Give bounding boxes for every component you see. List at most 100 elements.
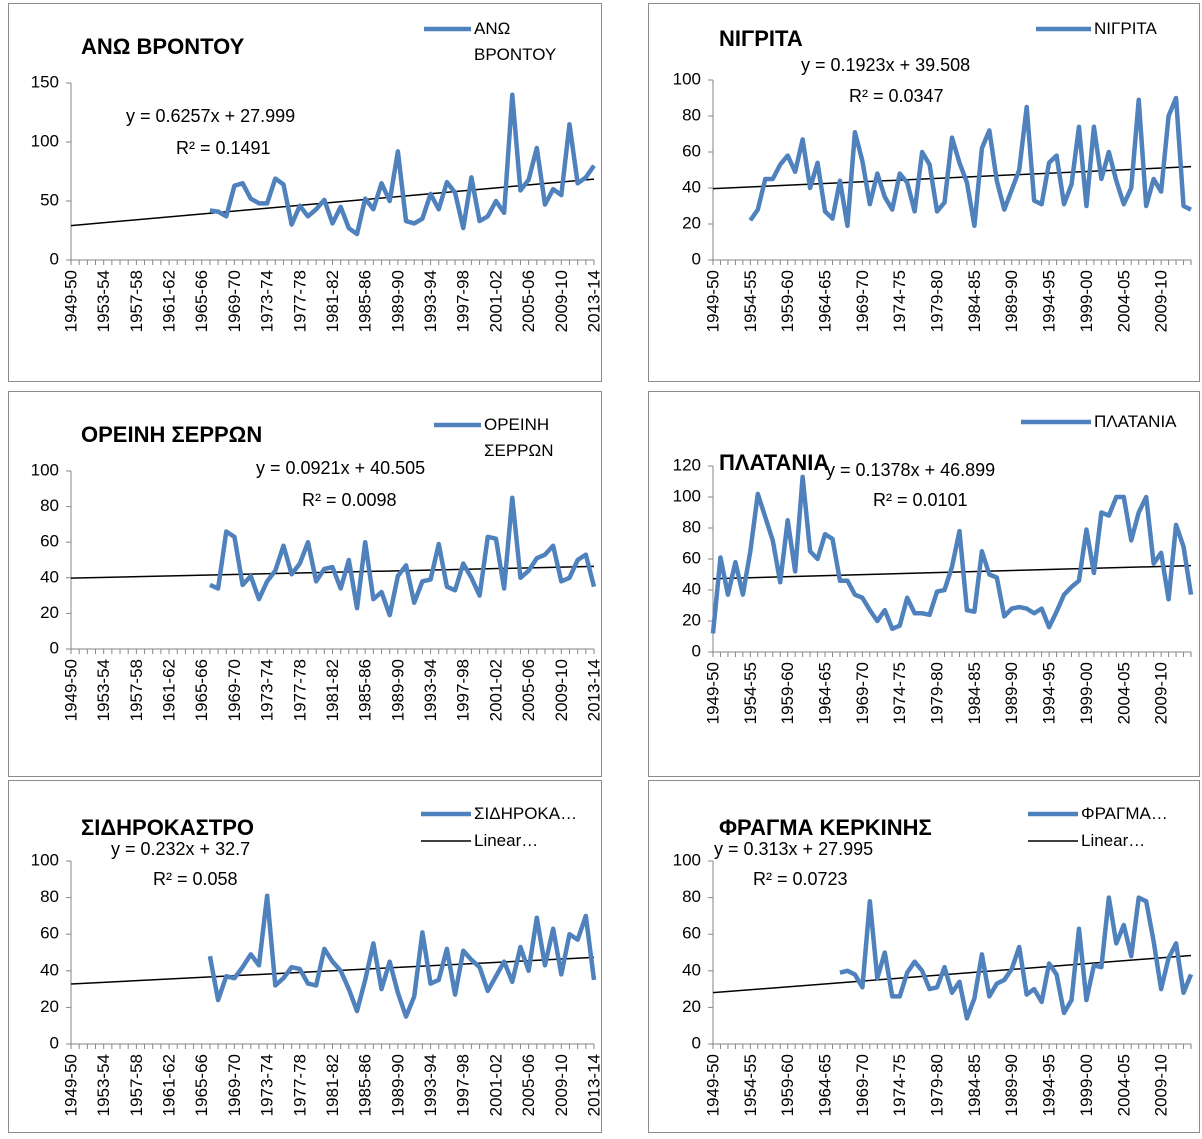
x-tick-label: 1969-70 xyxy=(853,270,872,332)
y-tick-label: 80 xyxy=(40,887,59,906)
x-tick-label: 1969-70 xyxy=(225,1054,244,1116)
r-squared: R² = 0.0723 xyxy=(753,869,848,889)
r-squared: R² = 0.1491 xyxy=(176,138,271,158)
x-tick-label: 1973-74 xyxy=(258,659,277,721)
trend-equation: y = 0.232x + 32.7 xyxy=(111,839,251,859)
x-tick-label: 1981-82 xyxy=(323,270,342,332)
x-tick-label: 1964-65 xyxy=(816,662,835,724)
y-tick-label: 100 xyxy=(673,486,701,505)
x-tick-label: 2005-06 xyxy=(519,270,538,332)
y-tick-label: 0 xyxy=(50,249,59,268)
legend-label: ΝΙΓΡΙΤΑ xyxy=(1094,19,1157,38)
y-tick-label: 20 xyxy=(682,213,701,232)
y-tick-label: 60 xyxy=(682,548,701,567)
x-tick-label: 1974-75 xyxy=(890,270,909,332)
x-tick-label: 2004-05 xyxy=(1114,662,1133,724)
x-tick-label: 1984-85 xyxy=(965,662,984,724)
data-line xyxy=(748,95,1192,229)
legend-label: Linear… xyxy=(474,831,539,850)
x-tick-label: 1961-62 xyxy=(160,1054,179,1116)
chart-title: ΠΛΑΤΑΝΙΑ xyxy=(719,450,830,475)
x-tick-label: 1964-65 xyxy=(816,270,835,332)
x-tick-label: 1993-94 xyxy=(421,1054,440,1116)
x-tick-label: 1977-78 xyxy=(290,1054,309,1116)
x-tick-label: 2001-02 xyxy=(486,270,505,332)
trend-equation: y = 0.1378x + 46.899 xyxy=(826,460,996,480)
chart: 0 20 40 60 80 100 1949-50 1954-55 1959-60 1964-65… xyxy=(673,811,1194,1116)
chart-panel: 0 50 100 150 1949-50 1953-54 1957-58 1961-62 196… xyxy=(8,3,602,382)
x-tick-label: 1953-54 xyxy=(94,1054,113,1116)
x-tick-label: 2009-10 xyxy=(552,270,571,332)
x-tick-label: 1985-86 xyxy=(356,659,375,721)
trend-equation: y = 0.6257x + 27.999 xyxy=(126,106,296,126)
x-tick-label: 1979-80 xyxy=(928,1054,947,1116)
y-tick-label: 60 xyxy=(40,924,59,943)
chart-title: ΣΙΔΗΡΟΚΑΣΤΡΟ xyxy=(81,815,255,840)
chart-panel: 0 20 40 60 80 100 1949-50 1953-54 1957-58 1961-62… xyxy=(8,780,602,1133)
x-tick-label: 1989-90 xyxy=(1002,270,1021,332)
x-tick-label: 1984-85 xyxy=(965,1054,984,1116)
y-tick-label: 80 xyxy=(682,887,701,906)
x-tick-label: 1959-60 xyxy=(778,662,797,724)
x-tick-label: 1979-80 xyxy=(928,270,947,332)
chart-panel: 0 20 40 60 80 100 120 1949-50 1954-55 1959-60 1964… xyxy=(648,391,1200,777)
x-tick-label: 1949-50 xyxy=(61,270,80,332)
y-tick-label: 150 xyxy=(31,72,59,91)
x-tick-label: 2001-02 xyxy=(486,659,505,721)
x-tick-label: 1977-78 xyxy=(290,270,309,332)
x-tick-label: 1981-82 xyxy=(323,659,342,721)
y-tick-label: 60 xyxy=(682,141,701,160)
chart-title: ΟΡΕΙΝΗ ΣΕΡΡΩΝ xyxy=(81,422,263,447)
x-tick-label: 2009-10 xyxy=(1152,270,1171,332)
x-tick-label: 2005-06 xyxy=(519,659,538,721)
x-tick-label: 1957-58 xyxy=(127,270,146,332)
x-tick-label: 1959-60 xyxy=(778,1054,797,1116)
trendline xyxy=(712,954,1192,994)
data-line xyxy=(207,893,597,1019)
x-tick-label: 1965-66 xyxy=(192,659,211,721)
chart: 0 50 100 150 1949-50 1953-54 1957-58 1961-62 196… xyxy=(31,26,601,332)
trend-equation: y = 0.313x + 27.995 xyxy=(714,839,874,859)
x-tick-label: 1985-86 xyxy=(356,1054,375,1116)
y-tick-label: 0 xyxy=(692,641,701,660)
x-tick-label: 1989-90 xyxy=(388,1054,407,1116)
x-tick-label: 1949-50 xyxy=(703,662,722,724)
y-tick-label: 50 xyxy=(40,190,59,209)
legend-label: ΦΡΑΓΜΑ… xyxy=(1081,804,1168,823)
y-tick-label: 100 xyxy=(673,69,701,88)
y-tick-label: 20 xyxy=(682,997,701,1016)
x-tick-label: 1981-82 xyxy=(323,1054,342,1116)
x-tick-label: 1973-74 xyxy=(258,1054,277,1116)
x-tick-label: 2009-10 xyxy=(1152,1054,1171,1116)
x-tick-label: 1949-50 xyxy=(703,270,722,332)
y-tick-label: 100 xyxy=(673,850,701,869)
y-tick-label: 100 xyxy=(31,850,59,869)
x-tick-label: 1969-70 xyxy=(225,659,244,721)
x-tick-label: 1953-54 xyxy=(94,659,113,721)
x-tick-label: 1999-00 xyxy=(1077,662,1096,724)
r-squared: R² = 0.0098 xyxy=(302,490,397,510)
chart: 0 20 40 60 80 100 1949-50 1953-54 1957-58 1961-62… xyxy=(31,811,601,1116)
data-line xyxy=(839,895,1194,1021)
x-tick-label: 1969-70 xyxy=(853,662,872,724)
x-tick-label: 2004-05 xyxy=(1114,270,1133,332)
x-tick-label: 1994-95 xyxy=(1040,1054,1059,1116)
chart-panel: 0 20 40 60 80 100 1949-50 1953-54 1957-58 1961-62… xyxy=(8,391,602,777)
x-tick-label: 1974-75 xyxy=(890,1054,909,1116)
y-tick-label: 20 xyxy=(682,610,701,629)
data-line xyxy=(710,474,1194,634)
x-tick-label: 1965-66 xyxy=(192,1054,211,1116)
data-line xyxy=(209,495,597,618)
x-tick-label: 1961-62 xyxy=(160,659,179,721)
x-tick-label: 1974-75 xyxy=(890,662,909,724)
x-tick-label: 1957-58 xyxy=(127,1054,146,1116)
legend-label: ΣΙΔΗΡΟΚΑ… xyxy=(474,804,578,823)
x-tick-label: 1993-94 xyxy=(421,270,440,332)
x-tick-label: 1977-78 xyxy=(290,659,309,721)
y-tick-label: 60 xyxy=(682,924,701,943)
y-tick-label: 0 xyxy=(50,1033,59,1052)
x-tick-label: 1953-54 xyxy=(94,270,113,332)
legend-label: ΠΛΑΤΑΝΙΑ xyxy=(1094,412,1177,431)
x-tick-label: 1969-70 xyxy=(225,270,244,332)
